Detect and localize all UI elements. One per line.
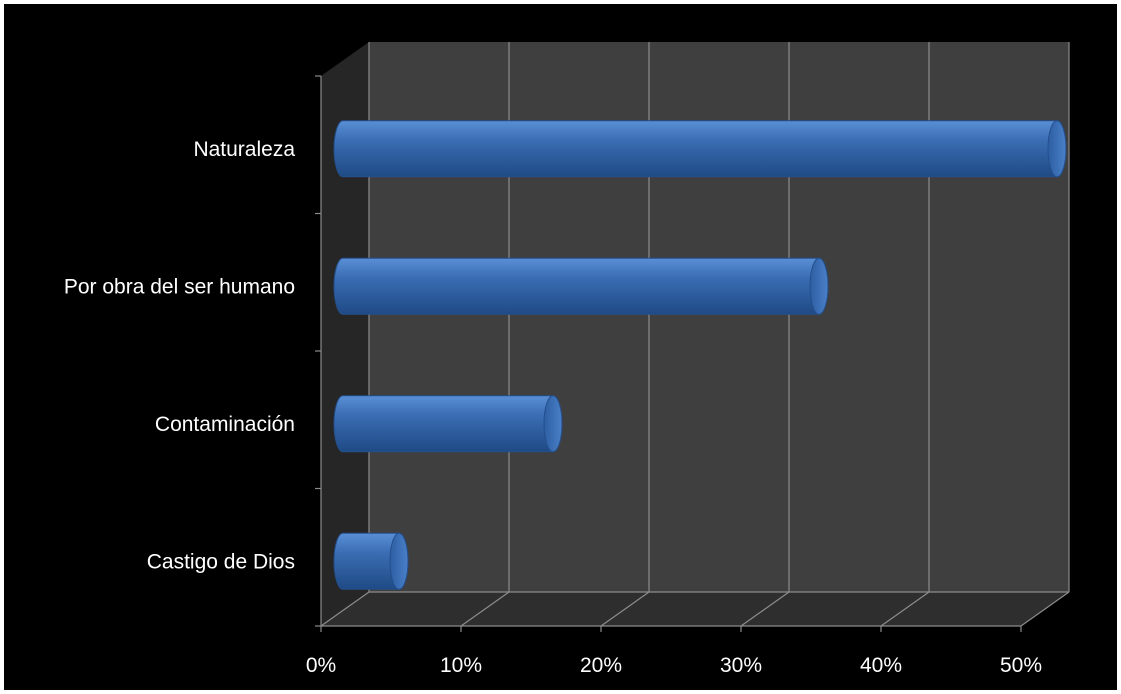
side-wall (321, 42, 369, 626)
bar-body (333, 120, 1067, 178)
bar-cap (389, 532, 409, 590)
bar-cap (809, 257, 829, 315)
bars (333, 120, 1067, 590)
chart-frame: 0% 10% 20% 30% 40% 50% Naturaleza Por obra del … (4, 4, 1117, 690)
gridline-floor (880, 591, 930, 627)
x-tick-label: 40% (860, 654, 902, 677)
x-tick-label: 20% (580, 654, 622, 677)
x-tick-label: 30% (720, 654, 762, 677)
bar (333, 532, 409, 590)
category-label: Contaminación (155, 413, 295, 436)
category-label: Castigo de Dios (147, 550, 295, 573)
x-tick-label: 10% (440, 654, 482, 677)
bar-chart: 0% 10% 20% 30% 40% 50% Naturaleza Por obra del … (64, 42, 1070, 677)
bar-cap (1047, 120, 1067, 178)
gridline-floor (600, 591, 650, 627)
category-label: Naturaleza (193, 138, 295, 161)
axis-labels: 0% 10% 20% 30% 40% 50% Naturaleza Por obra del … (64, 138, 1042, 677)
bar (333, 257, 829, 315)
bar-body (333, 395, 563, 453)
gridline-floor (320, 591, 370, 627)
gridline-floor (740, 591, 790, 627)
x-tick-label: 0% (306, 654, 336, 677)
bar (333, 120, 1067, 178)
bar (333, 395, 563, 453)
category-label: Por obra del ser humano (64, 275, 295, 298)
gridline-floor (460, 591, 510, 627)
axes (315, 75, 1022, 632)
x-tick-label: 50% (1000, 654, 1042, 677)
bar-body (333, 257, 829, 315)
floor (321, 592, 1069, 626)
gridline-floor (1020, 591, 1070, 627)
bar-cap (543, 395, 563, 453)
